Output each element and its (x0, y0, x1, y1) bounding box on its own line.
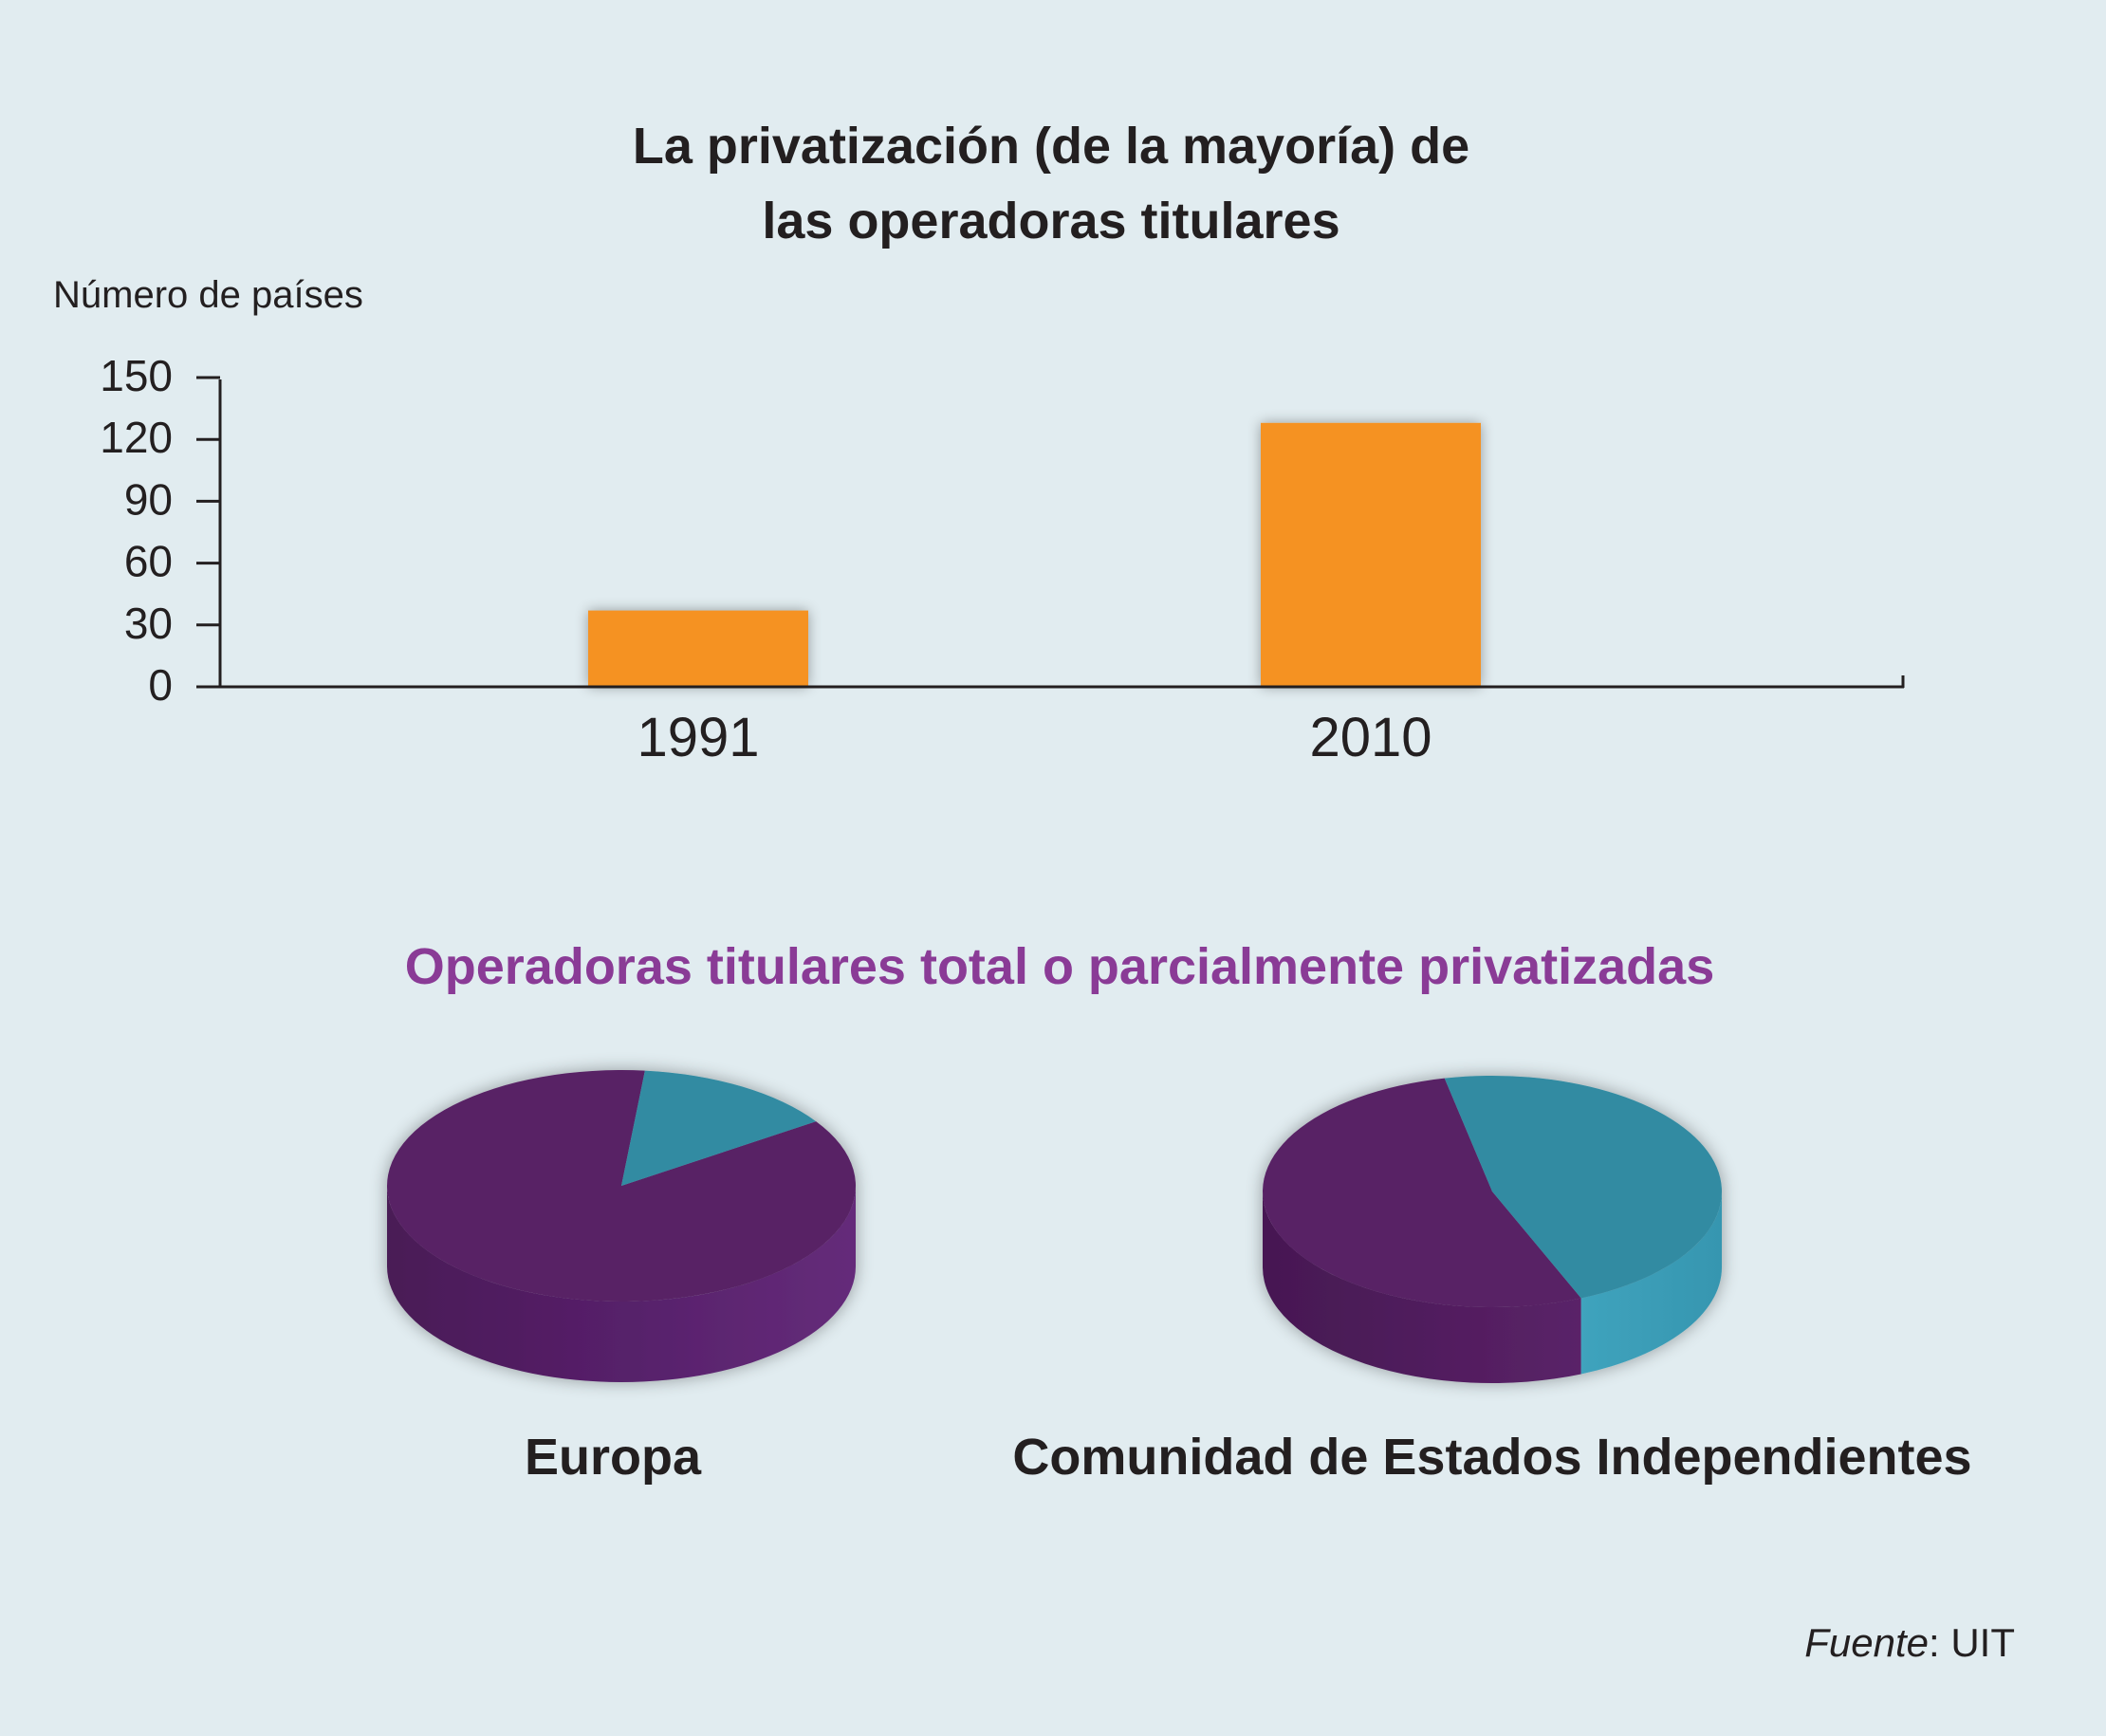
pie-europa-side-purple (387, 1186, 856, 1382)
x-axis-ticks: 1991 2010 (637, 707, 1432, 768)
source-note: Fuente: UIT (1804, 1620, 2015, 1665)
source-label: Fuente (1804, 1620, 1929, 1665)
pie-europa-slice-purple (387, 1070, 857, 1302)
y-tick-label: 0 (148, 660, 173, 710)
bar-chart-title-line-2: las operadoras titulares (762, 193, 1339, 249)
y-axis-ticks: 0 30 60 90 120 150 (100, 351, 220, 710)
source-value: UIT (1950, 1620, 2015, 1665)
pie-europa (387, 1070, 857, 1382)
pie-cei (1262, 1076, 1722, 1383)
x-tick-label: 1991 (637, 707, 759, 768)
y-tick-label: 90 (124, 474, 173, 524)
y-axis-label: Número de países (53, 274, 363, 316)
y-tick-label: 120 (100, 413, 173, 462)
pie-cei-slice-teal (1444, 1076, 1722, 1299)
bar-1991 (588, 610, 808, 687)
pie-europa-label: Europa (525, 1429, 702, 1486)
pie-cei-label: Comunidad de Estados Independientes (1012, 1429, 1971, 1486)
y-tick-label: 60 (124, 537, 173, 586)
bar-2010 (1261, 422, 1481, 687)
source-separator: : (1929, 1620, 1950, 1665)
y-tick-label: 150 (100, 351, 173, 400)
pie-cei-slice-purple (1262, 1078, 1581, 1308)
bar-chart: 0 30 60 90 120 150 1991 2010 (100, 351, 1905, 768)
bar-chart-title-line-1: La privatización (de la mayoría) de (633, 118, 1469, 175)
pie-section-title: Operadoras titulares total o parcialment… (405, 938, 1714, 995)
pie-cei-side-purple (1263, 1191, 1581, 1383)
pie-europa-slice-teal (621, 1070, 817, 1186)
pie-cei-side-teal (1580, 1191, 1722, 1375)
bar-series (588, 422, 1481, 687)
x-tick-label: 2010 (1309, 707, 1432, 768)
y-tick-label: 30 (124, 599, 173, 648)
